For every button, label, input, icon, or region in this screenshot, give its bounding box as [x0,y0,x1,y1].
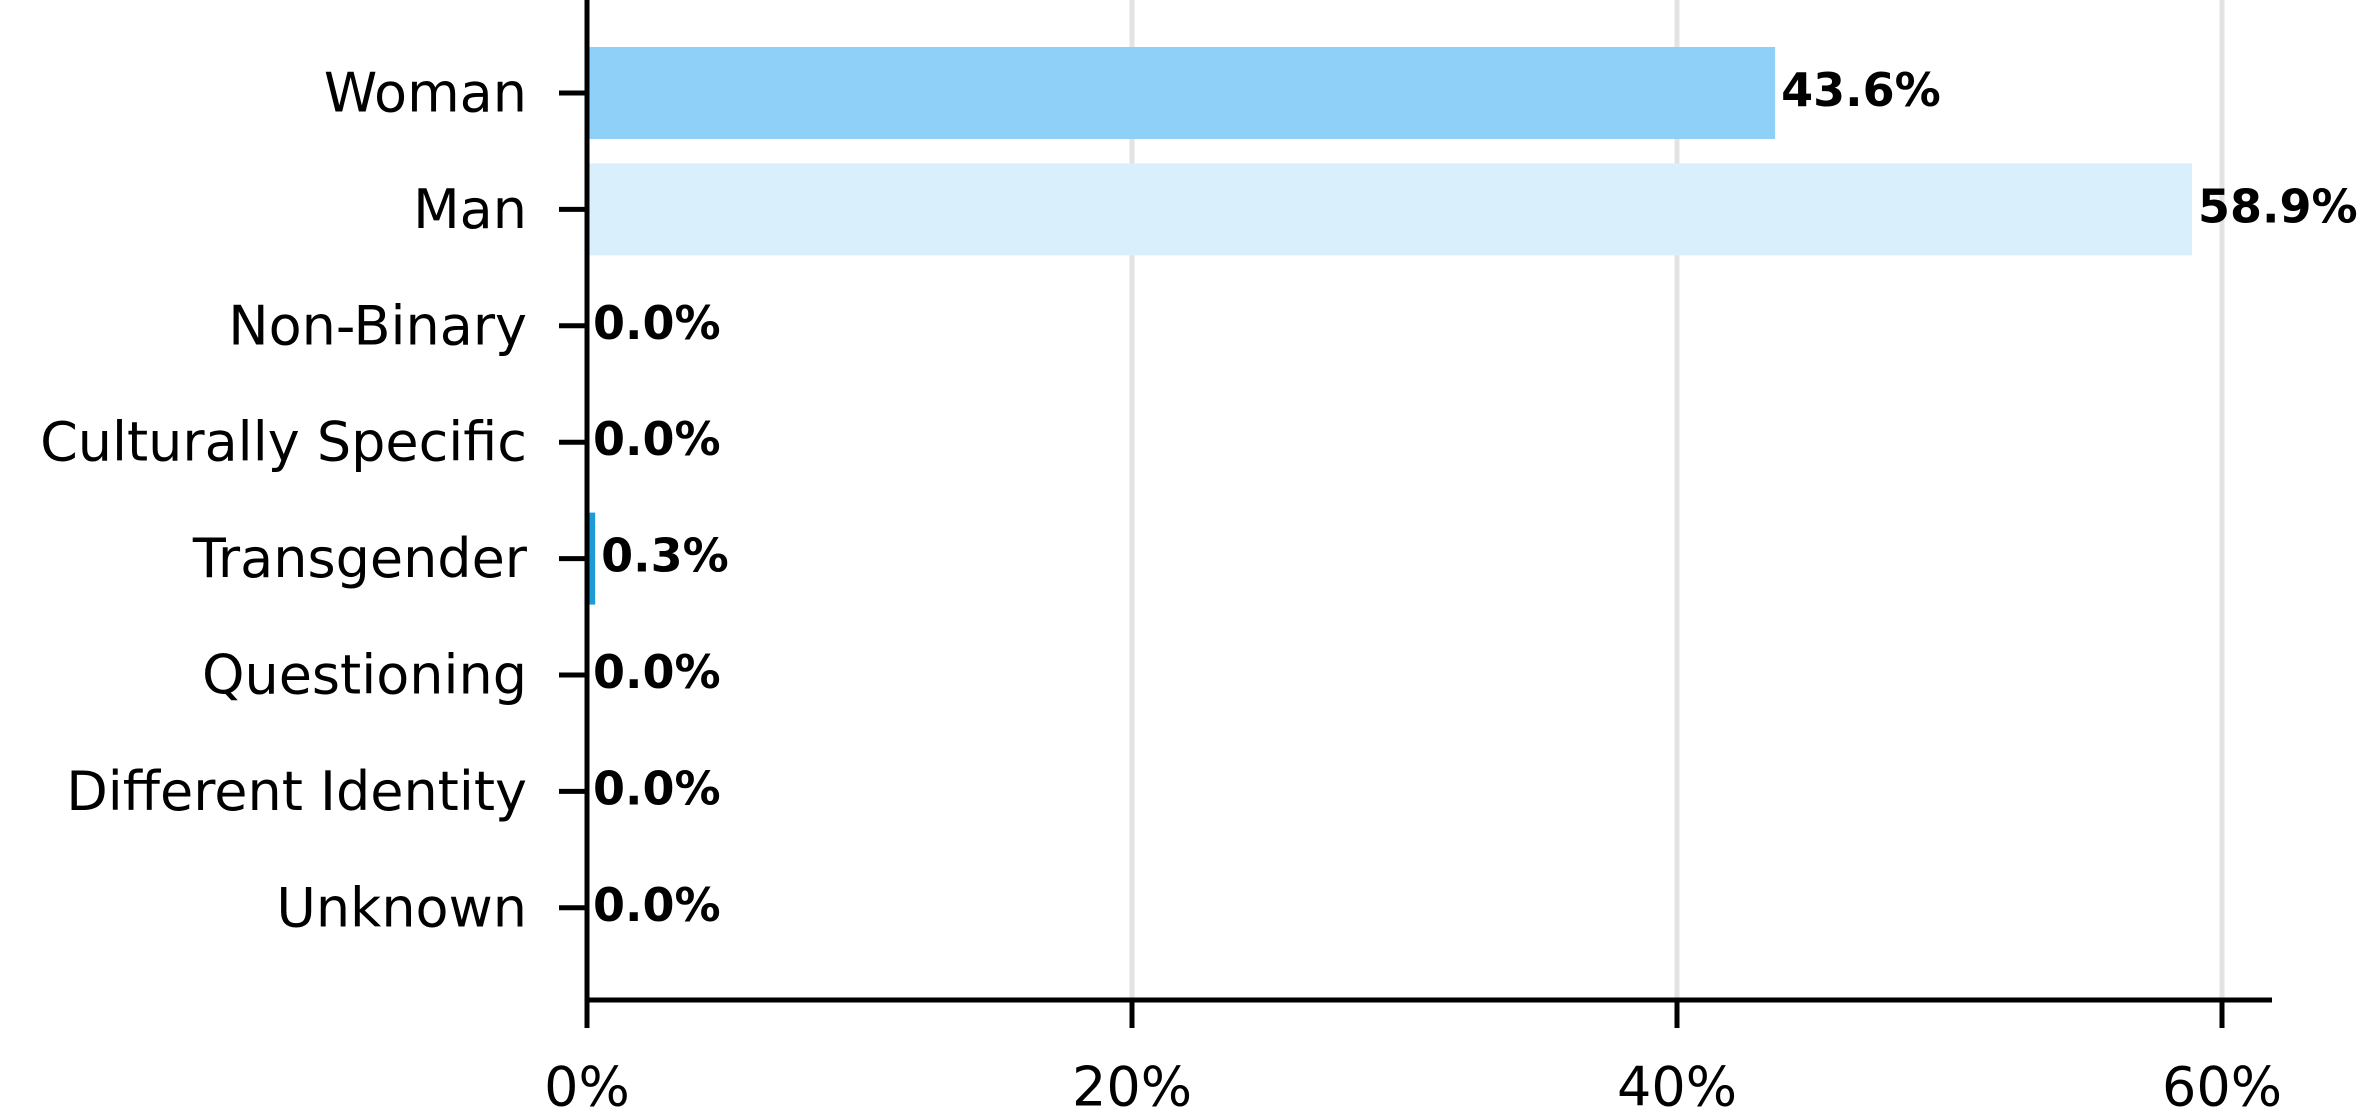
data-label-non-binary: 0.0% [593,296,721,350]
bar-transgender [587,512,596,605]
x-tick-label-20pct: 20% [1072,1056,1192,1118]
axes [559,0,2272,1028]
data-label-transgender: 0.3% [601,529,729,583]
data-label-unknown: 0.0% [593,878,721,932]
data-label-woman: 43.6% [1781,63,1941,117]
data-labels: 43.6% 58.9% 0.0% 0.0% 0.3% 0.0% 0.0% 0.0% [593,63,2358,932]
category-labels: Woman Man Non-Binary Culturally Specific Tra… [40,62,528,940]
data-label-questioning: 0.0% [593,645,721,699]
category-label-different-identity: Different Identity [66,760,527,823]
bars [587,47,2193,605]
x-tick-labels: 0% 20% 40% 60% [544,1056,2282,1118]
category-label-questioning: Questioning [202,644,527,707]
data-label-different-identity: 0.0% [593,761,721,815]
category-label-woman: Woman [324,62,527,125]
x-tick-label-0pct: 0% [544,1056,630,1118]
category-label-man: Man [413,178,527,241]
category-label-culturally-specific: Culturally Specific [40,411,527,474]
data-label-man: 58.9% [2198,179,2358,233]
bar-man [587,163,2193,256]
data-label-culturally-specific: 0.0% [593,412,721,466]
gridlines [1129,0,2225,1000]
x-tick-label-40pct: 40% [1617,1056,1737,1118]
category-label-unknown: Unknown [276,876,527,939]
category-label-non-binary: Non-Binary [228,294,527,357]
x-tick-label-60pct: 60% [2162,1056,2282,1118]
category-label-transgender: Transgender [192,527,528,590]
bar-woman [587,47,1776,139]
